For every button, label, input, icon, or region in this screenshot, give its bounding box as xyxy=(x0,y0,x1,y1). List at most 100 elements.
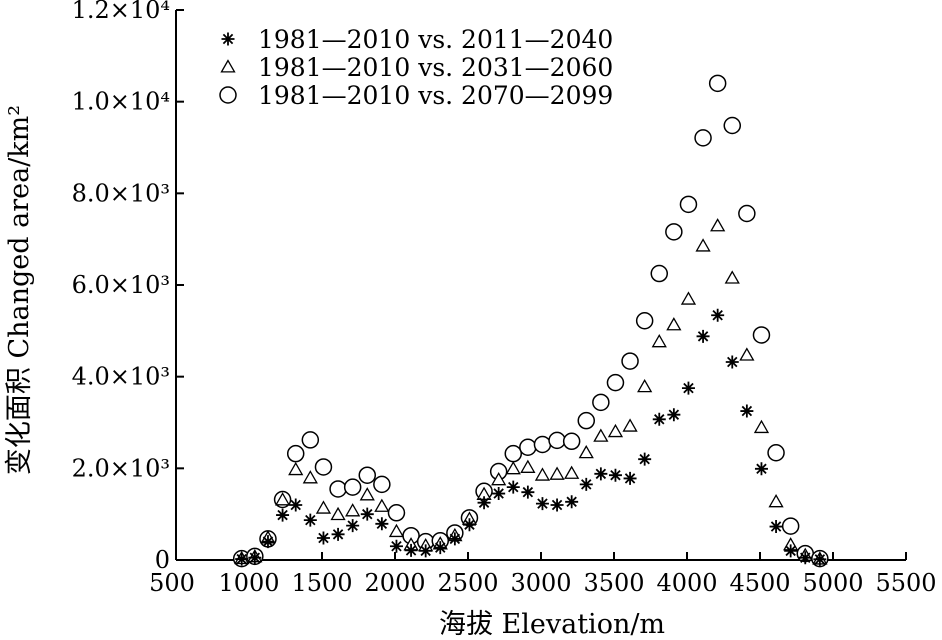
x-tick-label: 1000 xyxy=(218,569,279,597)
data-point xyxy=(329,480,347,498)
y-tick-label: 1.2×10⁴ xyxy=(72,0,170,24)
data-point xyxy=(331,527,345,541)
data-point xyxy=(373,475,391,494)
y-tick-label: 2.0×10³ xyxy=(72,454,170,482)
data-point xyxy=(754,462,768,476)
data-point xyxy=(374,498,390,512)
data-point xyxy=(302,470,318,484)
data-point xyxy=(375,517,389,531)
y-tick-label: 6.0×10³ xyxy=(72,271,170,299)
data-point xyxy=(635,312,654,330)
data-point xyxy=(593,428,609,442)
data-point xyxy=(781,517,800,535)
data-point xyxy=(360,507,374,521)
data-point xyxy=(314,458,333,476)
data-point xyxy=(608,468,622,482)
data-point xyxy=(316,531,330,545)
data-point xyxy=(346,519,360,533)
series-triangle xyxy=(234,218,828,565)
x-axis-title: 海拔 Elevation/m xyxy=(439,609,665,640)
data-point xyxy=(577,411,596,430)
data-point xyxy=(433,541,447,555)
data-point xyxy=(388,523,405,538)
data-point xyxy=(462,518,476,532)
data-point xyxy=(549,466,565,480)
data-point xyxy=(606,373,625,392)
data-point xyxy=(710,218,726,232)
x-tick-label: 1500 xyxy=(291,569,352,597)
x-tick-label: 500 xyxy=(149,569,195,597)
data-point xyxy=(650,264,669,283)
data-point xyxy=(235,552,249,566)
data-point xyxy=(389,539,403,553)
data-point xyxy=(343,478,362,496)
data-point xyxy=(315,500,332,514)
y-tick-label: 8.0×10³ xyxy=(72,179,170,207)
data-point xyxy=(592,393,610,412)
data-point xyxy=(358,466,377,484)
data-point xyxy=(492,487,506,501)
data-point xyxy=(506,480,520,494)
legend-marker xyxy=(221,32,235,46)
data-point xyxy=(533,435,552,454)
data-point xyxy=(798,551,812,565)
data-point xyxy=(564,465,580,479)
data-point xyxy=(303,513,317,527)
data-point xyxy=(274,492,291,506)
data-point xyxy=(680,291,697,305)
data-point xyxy=(769,520,783,534)
data-point xyxy=(578,444,594,459)
data-point xyxy=(666,317,682,331)
x-tick-label: 2500 xyxy=(437,569,498,597)
data-point xyxy=(695,238,711,252)
data-point xyxy=(330,506,346,521)
data-point xyxy=(638,452,652,466)
y-axis-ticks: 0 2.0×10³ 4.0×10³ 6.0×10³ 8.0×10³ 1.0×10⁴ 1.2×… xyxy=(72,0,184,574)
data-point xyxy=(679,195,698,214)
data-point xyxy=(505,460,521,475)
data-point xyxy=(696,329,710,343)
x-tick-label: 4500 xyxy=(729,569,790,597)
data-point xyxy=(289,498,303,512)
data-point xyxy=(740,404,754,418)
data-point xyxy=(521,485,535,499)
data-point xyxy=(768,493,784,508)
data-point xyxy=(550,498,564,512)
data-point xyxy=(387,504,406,522)
data-point xyxy=(520,459,536,473)
data-point xyxy=(723,116,742,135)
data-point xyxy=(681,381,695,395)
legend-label: 1981—2010 vs. 2031—2060 xyxy=(258,53,613,82)
data-point xyxy=(784,544,798,558)
x-tick-label: 4000 xyxy=(656,569,717,597)
data-point xyxy=(448,532,462,546)
data-point xyxy=(752,326,771,344)
data-point xyxy=(286,444,305,463)
data-point xyxy=(607,423,624,438)
y-tick-label: 4.0×10³ xyxy=(72,363,170,391)
data-point xyxy=(562,432,581,451)
data-point xyxy=(594,467,608,481)
y-tick-label: 0 xyxy=(155,546,170,574)
data-point xyxy=(725,355,739,369)
legend-label: 1981—2010 vs. 2011—2040 xyxy=(258,25,613,54)
data-point xyxy=(548,431,566,450)
x-tick-label: 5000 xyxy=(802,569,863,597)
series-asterisk xyxy=(235,308,827,566)
x-tick-label: 3500 xyxy=(583,569,644,597)
data-point xyxy=(767,444,785,462)
data-point xyxy=(621,352,639,370)
data-point xyxy=(345,503,361,517)
data-point xyxy=(667,408,681,422)
data-point xyxy=(288,461,304,476)
x-tick-label: 5500 xyxy=(875,569,936,597)
legend-label: 1981—2010 vs. 2070—2099 xyxy=(258,81,613,110)
legend-marker xyxy=(220,59,236,73)
data-point xyxy=(738,204,756,223)
y-axis-title: 变化面积 Changed area/km² xyxy=(4,105,35,475)
data-point xyxy=(753,419,770,434)
data-point xyxy=(665,223,683,241)
data-point xyxy=(535,497,549,511)
